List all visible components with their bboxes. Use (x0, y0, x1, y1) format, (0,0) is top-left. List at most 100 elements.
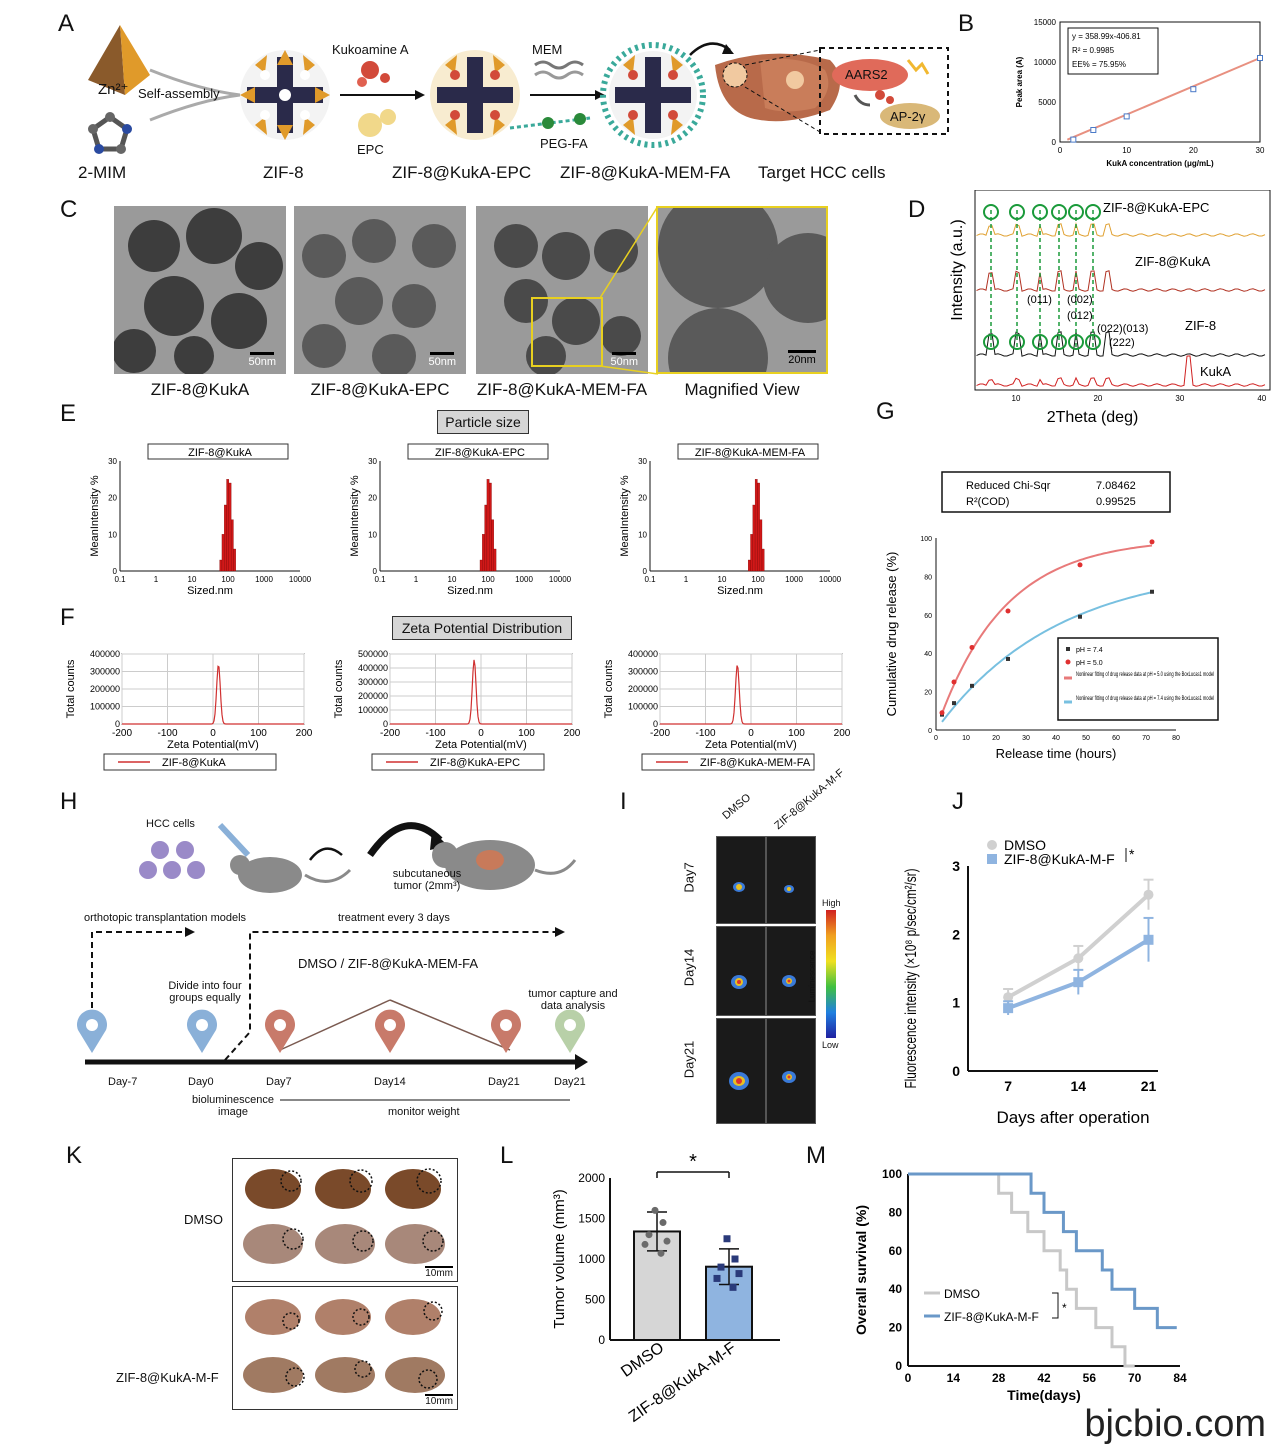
e-xtick-0-3: 100 (221, 575, 235, 584)
d-peak-circle-bot-4 (1068, 334, 1084, 350)
m-curve-0 (908, 1172, 1135, 1368)
m-xtick-5: 70 (1128, 1371, 1142, 1385)
f-ytick-2-0: 0 (653, 719, 658, 729)
label-aars2: AARS2 (845, 67, 888, 82)
e-bar-1-4 (489, 482, 492, 572)
d-peak-label-4: (222) (1109, 337, 1135, 349)
h-divide-label: Divide into four groups equally (168, 980, 242, 1004)
d-peak-label-0: (011) (1027, 294, 1052, 306)
l-xtick-0: DMSO (618, 1339, 667, 1380)
f-xtick-1-1: -100 (425, 728, 445, 739)
j-point-zif-0 (1003, 1003, 1014, 1014)
e-ytick-0-1: 10 (108, 530, 117, 539)
tem-particles-magnified (658, 208, 826, 372)
j-legend-zif-marker (987, 854, 997, 864)
f-xtick-1-4: 200 (564, 728, 581, 739)
panel-e: ZIF-8@KukA 0 10 20 30 0.1 1 10 100 1000 10000 Sized… (89, 440, 850, 610)
l-point-0-4 (641, 1240, 649, 1248)
f-legend-label-1: ZIF-8@KukA-EPC (430, 757, 520, 769)
f-ytick-1-1: 100000 (358, 705, 388, 715)
tem-magnified-view: 20nm (656, 206, 828, 374)
b-xlabel: KukA concentration (μg/mL) (1106, 159, 1214, 168)
d-peak-circle-bot-2 (1032, 334, 1048, 350)
panel-label-h: H (60, 788, 78, 815)
h-treat-label: treatment every 3 days (338, 912, 450, 924)
g-xtick-8: 80 (1172, 735, 1180, 742)
f-legend-box-2 (641, 753, 815, 771)
h-day-6: Day21 (554, 1076, 586, 1088)
e-xtick-1-1: 1 (414, 575, 419, 584)
b-ee: EE% = 75.95% (1072, 60, 1126, 69)
j-xtick-2: 21 (1141, 1078, 1157, 1094)
m-xtick-3: 42 (1037, 1371, 1051, 1385)
f-ytick-0-1: 100000 (90, 702, 120, 712)
m-ytick-2: 40 (889, 1282, 903, 1296)
e-bar-2-5 (759, 519, 763, 572)
k-dmso-label: DMSO (184, 1212, 223, 1227)
e-ylabel-2: MeanIntensity % (619, 475, 631, 557)
panel-h: HCC cells subcutaneous tumor (2mm³) orth… (70, 800, 618, 1130)
tem-image-3: 50nm (476, 206, 648, 374)
e-ytick-1-0: 0 (373, 567, 378, 576)
g-fit-0 (941, 544, 1153, 714)
chart-g: Reduced Chi-Sqr 7.08462 R²(COD) 0.99525 0 20 4… (884, 471, 1219, 761)
panel-label-e: E (60, 400, 77, 427)
f-xtick-2-4: 200 (834, 728, 851, 739)
caption-c-2: ZIF-8@KukA-EPC (310, 380, 450, 399)
lum-high: High (822, 898, 841, 908)
b-ytick-2: 10000 (1034, 58, 1057, 67)
k-scale-zif: 10mm (425, 1394, 453, 1407)
e-xtick-1-3: 100 (481, 575, 495, 584)
m-ytick-4: 80 (889, 1205, 903, 1219)
g-xtick-4: 40 (1052, 735, 1060, 742)
f-ytick-1-5: 500000 (358, 649, 388, 659)
f-ytick-1-4: 400000 (358, 663, 388, 673)
m-xtick-4: 56 (1083, 1371, 1097, 1385)
d-peak-circle-top-3 (1051, 204, 1067, 220)
e-xtick-2-3: 100 (751, 575, 765, 584)
e-xtick-2-2: 10 (718, 575, 727, 584)
m-xtick-6: 84 (1173, 1371, 1187, 1385)
g-r2-label: R²(COD) (966, 496, 1009, 508)
e-ytick-0-3: 30 (108, 457, 117, 466)
label-mem: MEM (532, 42, 563, 57)
g-stats-box (941, 471, 1171, 513)
chart-b: 0 5000 10000 15000 0 10 20 30 y = 358.99x-406.81… (1015, 18, 1265, 168)
ivis-dmso-day14 (716, 926, 766, 1016)
m-ytick-0: 0 (895, 1359, 902, 1373)
f-xtick-1-3: 100 (518, 728, 535, 739)
j-xtick-0: 7 (1004, 1078, 1012, 1094)
f-xlabel-1: Zeta Potential(mV) (435, 739, 527, 751)
j-point-dmso-1 (1073, 953, 1084, 964)
label-kukoamine: Kukoamine A (332, 42, 409, 57)
f-ytick-0-2: 200000 (90, 684, 120, 694)
e-bar-0-5 (230, 519, 234, 572)
l-point-1-2 (717, 1263, 725, 1271)
b-point-0 (1070, 136, 1077, 143)
g-legend-marker-ph50 (1065, 659, 1071, 665)
j-sig: * (1129, 846, 1135, 862)
e-ytick-0-0: 0 (113, 567, 118, 576)
f-ytick-1-3: 300000 (358, 677, 388, 687)
e-sample-box-1 (407, 443, 549, 460)
label-zn: Zn²⁺ (98, 81, 129, 98)
h-hcc-label: HCC cells (146, 818, 195, 830)
e-xtick-2-0: 0.1 (644, 575, 656, 584)
g-ytick-5: 100 (920, 536, 932, 543)
h-day-3: Day7 (266, 1076, 292, 1088)
luminescence-colorbar (826, 910, 836, 1038)
ivis-dmso-day21 (716, 1018, 766, 1124)
m-legend-dmso: DMSO (944, 1287, 980, 1301)
l-point-0-0 (651, 1206, 659, 1214)
d-xlabel: 2Theta (deg) (1047, 409, 1139, 426)
f-ytick-2-1: 100000 (628, 702, 658, 712)
pin-day21-end (555, 1009, 585, 1053)
d-peak-label-1: (002) (1067, 294, 1093, 306)
panel-label-c: C (60, 196, 78, 223)
m-xtick-0: 0 (905, 1371, 912, 1385)
e-xtick-0-2: 10 (188, 575, 197, 584)
l-ytick-1: 500 (585, 1293, 605, 1307)
e-bar-2-4 (757, 482, 760, 572)
d-peak-circle-top-5 (1085, 204, 1101, 220)
chart-d: ZIF-8@KukA-EPC ZIF-8@KukA ZIF-8 KukA (011) (0… (949, 189, 1271, 426)
